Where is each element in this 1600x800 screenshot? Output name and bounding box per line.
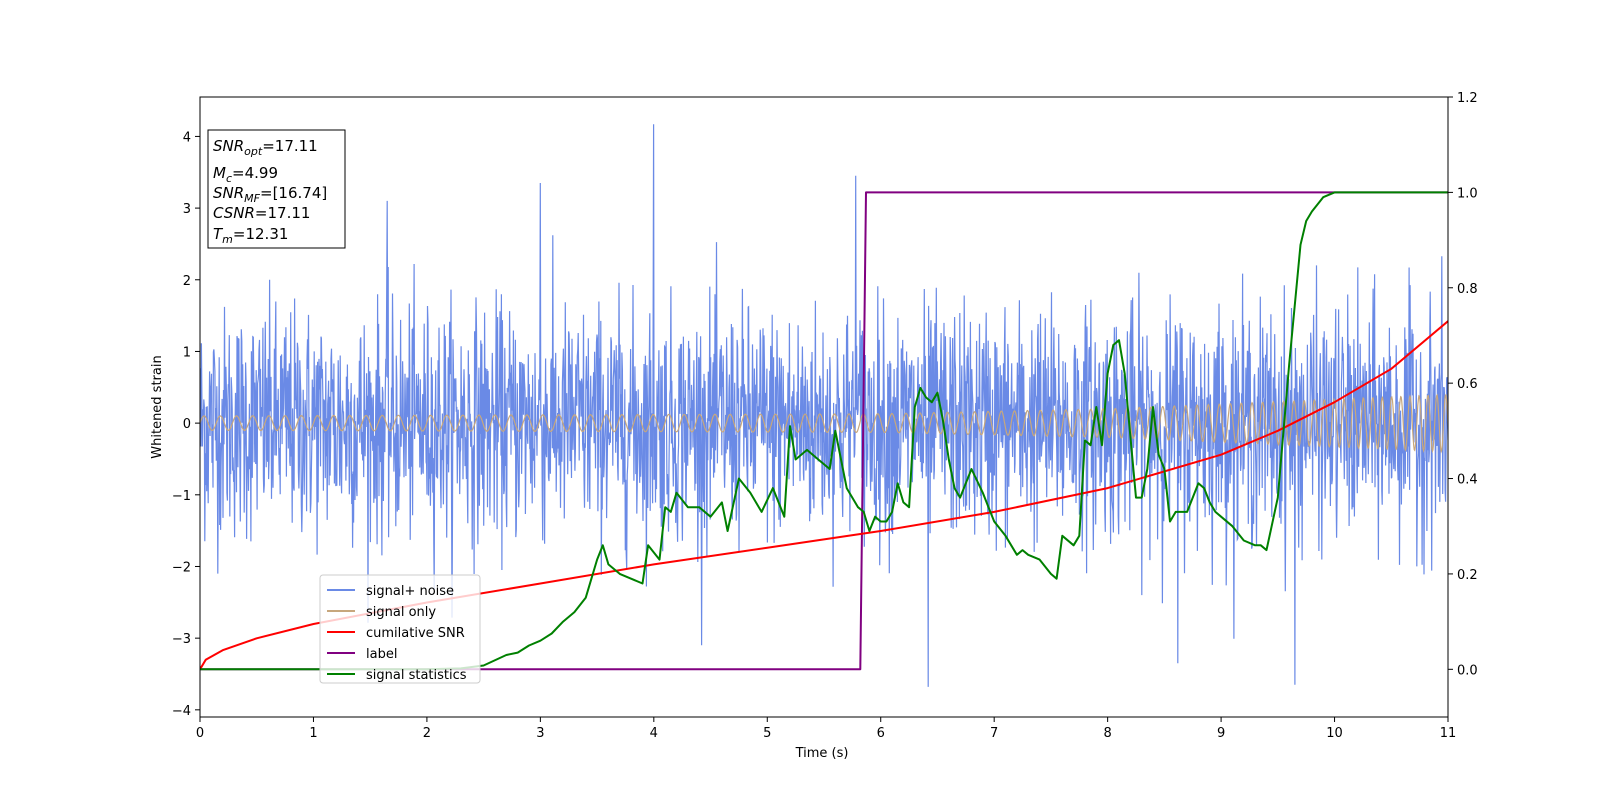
legend: signal+ noise signal only cumilative SNR la… bbox=[319, 574, 481, 684]
info-csnr: CSNR=17.11 bbox=[213, 204, 310, 222]
y-tick-label: 3 bbox=[183, 202, 191, 217]
y-axis-right: 1.2 1.0 0.8 0.6 0.4 0.2 0.0 bbox=[1448, 91, 1478, 678]
x-axis: 0 1 2 3 4 5 6 7 8 9 10 11 bbox=[196, 717, 1456, 741]
signal-only-line bbox=[200, 393, 1448, 454]
y-tick-label: 2 bbox=[183, 274, 191, 289]
y-tick-label: −4 bbox=[172, 704, 191, 719]
info-snr-opt: SNRopt=17.11 bbox=[213, 137, 318, 158]
legend-label: label bbox=[366, 647, 397, 662]
y-axis-label: Whitened strain bbox=[150, 355, 165, 458]
x-tick-label: 6 bbox=[877, 726, 885, 741]
info-tm: Tm=12.31 bbox=[213, 225, 288, 246]
x-tick-label: 2 bbox=[423, 726, 431, 741]
x-tick-label: 4 bbox=[650, 726, 658, 741]
cumulative-snr-line bbox=[200, 320, 1448, 670]
signal-noise-line bbox=[200, 124, 1448, 687]
x-axis-label: Time (s) bbox=[795, 746, 849, 761]
legend-label: cumilative SNR bbox=[366, 626, 465, 641]
x-tick-label: 1 bbox=[309, 726, 317, 741]
plot-area bbox=[200, 124, 1448, 687]
y-tick-label: −1 bbox=[172, 489, 191, 504]
y-tick-label: −2 bbox=[172, 560, 191, 575]
label-line bbox=[200, 191, 1448, 671]
info-box: SNRopt=17.11 Mc=4.99 SNRMF=[16.74] CSNR=… bbox=[207, 129, 346, 249]
y2-tick-label: 0.4 bbox=[1457, 473, 1478, 488]
signal-noise-series bbox=[200, 124, 1448, 687]
info-mc: Mc=4.99 bbox=[213, 164, 278, 185]
legend-frame bbox=[319, 574, 481, 684]
x-tick-label: 9 bbox=[1217, 726, 1225, 741]
y-tick-label: −3 bbox=[172, 632, 191, 647]
legend-label: signal+ noise bbox=[366, 584, 454, 599]
y2-tick-label: 0.2 bbox=[1457, 568, 1478, 583]
legend-label: signal only bbox=[366, 605, 436, 620]
y-tick-label: 0 bbox=[183, 417, 191, 432]
x-tick-label: 3 bbox=[536, 726, 544, 741]
x-tick-label: 8 bbox=[1103, 726, 1111, 741]
y2-tick-label: 0.0 bbox=[1457, 663, 1478, 678]
y2-tick-label: 1.0 bbox=[1457, 186, 1478, 201]
plot-frame bbox=[199, 96, 1449, 718]
y2-tick-label: 0.6 bbox=[1457, 377, 1478, 392]
legend-label: signal statistics bbox=[366, 668, 467, 683]
signal-only-series bbox=[200, 393, 1448, 454]
x-tick-label: 11 bbox=[1440, 726, 1457, 741]
y2-tick-label: 1.2 bbox=[1457, 91, 1478, 106]
info-box-frame bbox=[207, 129, 346, 249]
y2-tick-label: 0.8 bbox=[1457, 282, 1478, 297]
x-tick-label: 10 bbox=[1326, 726, 1343, 741]
x-tick-label: 0 bbox=[196, 726, 204, 741]
x-tick-label: 7 bbox=[990, 726, 998, 741]
signal-statistics-line bbox=[200, 191, 1448, 671]
y-axis-left: 4 3 2 1 0 −1 −2 −3 −4 bbox=[172, 130, 200, 719]
right-axis-series bbox=[200, 191, 1448, 671]
info-snr-mf: SNRMF=[16.74] bbox=[213, 184, 327, 205]
x-tick-label: 5 bbox=[763, 726, 771, 741]
y-tick-label: 4 bbox=[183, 130, 191, 145]
y-tick-label: 1 bbox=[183, 345, 191, 360]
